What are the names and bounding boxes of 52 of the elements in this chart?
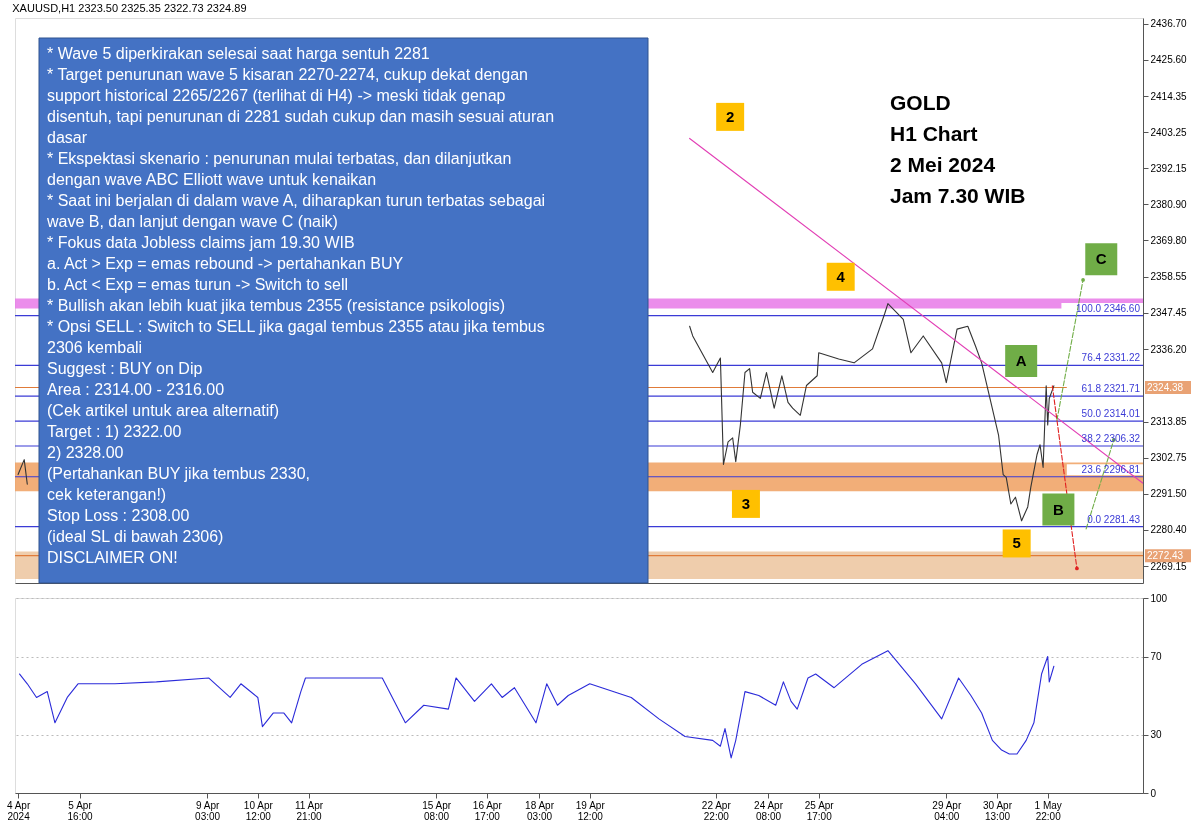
x-tick-label: 10 Apr 12:00 — [243, 799, 274, 822]
y-tick-label: 100 — [1150, 592, 1168, 604]
annotation: 2 — [725, 107, 735, 125]
y-tick-label: 2269.15 — [1150, 560, 1188, 572]
ref-line-label: 50.0 2314.01 — [1081, 408, 1141, 420]
x-tick-label: 29 Apr 04:00 — [932, 799, 962, 822]
y-tick-label: 2369.80 — [1150, 234, 1188, 246]
annotation: 3 — [741, 494, 751, 512]
y-tick-label: 0 — [1150, 787, 1157, 799]
y-tick-label: 2280.40 — [1150, 524, 1188, 536]
y-tick-label: 2291.50 — [1150, 488, 1188, 500]
y-tick-label: 2347.45 — [1150, 307, 1188, 319]
chart-title: XAUUSD,H1 2323.50 2325.35 2322.73 2324.89 — [12, 2, 247, 14]
x-tick-label: 19 Apr 12:00 — [575, 799, 606, 822]
x-tick-label: 5 Apr 16:00 — [67, 799, 93, 822]
ref-line-label: 100.0 2346.60 — [1076, 302, 1141, 314]
x-tick-label: 4 Apr 2024 — [6, 799, 31, 822]
ref-line-label: 38.2 2306.32 — [1081, 432, 1141, 444]
y-tick-label: 30 — [1150, 729, 1163, 740]
x-tick-label: 18 Apr 03:00 — [525, 799, 555, 822]
y-tick-label: 2392.15 — [1150, 162, 1188, 174]
y-tick-label: 2425.60 — [1150, 54, 1188, 66]
annotation: A — [1015, 351, 1027, 369]
y-tick-label: 2358.55 — [1150, 271, 1188, 283]
x-tick-label: 1 May 22:00 — [1034, 799, 1062, 822]
y-tick-label: 2336.20 — [1150, 343, 1188, 355]
x-tick-label: 24 Apr 08:00 — [754, 799, 784, 822]
annotation: B — [1052, 500, 1064, 518]
annotation: 4 — [836, 267, 846, 285]
y-tick-label: 70 — [1150, 651, 1163, 662]
annotation: C — [1095, 250, 1107, 268]
annotation: GOLD H1 Chart 2 Mei 2024 Jam 7.30 WIB — [890, 91, 1026, 207]
ref-line-label: 61.8 2321.71 — [1081, 383, 1141, 395]
y-tick-label: 2436.70 — [1150, 18, 1188, 30]
x-tick-label: 22 Apr 22:00 — [701, 799, 732, 822]
text: * Wave 5 diperkirakan selesai saat harga sentuh 2281 * Target penurunan wave 5 kisaran 2270-2274, cukup dekat dengan support historical 2265/2267 (terlihat di H4) -> meski tidak genap disentuh, tapi penurunan di 2281 sudah cukup dan masih sesuai aturan dasar * Ekspektasi skenario : penurunan mulai terbatas, dan dilanjutkan dengan wave ABC Elliott wave untuk kenaikan * Saat ini berjalan di dalam wave A, diharapkan turun terbatas sebagai wave B, dan lanjut dengan wave C (naik) * Fokus data Jobless claims jam 19.30 WIB a. Act > Exp = emas rebound -> pertahankan BUY b. Act < Exp = emas turun -> Switch to sell * Bullish akan lebih kuat jika tembus 2355 (resistance psikologis) * Opsi SELL : Switch to SELL jika gagal tembus 2355 atau jika tembus 2306 kembali Suggest : BUY on Dip Area : 2314.00 - 2316.00 (Cek artikel untuk area alternatif) Target : 1) 2322.00 2) 2328.00 (Pertahankan BUY jika tembus 2330, cek keterangan!) Stop Loss : 2308.00 (ideal SL di bawah 2306) DISCLAIMER ON! — [47, 45, 555, 566]
x-tick-label: 15 Apr 08:00 — [422, 799, 452, 822]
x-tick-label: 30 Apr 13:00 — [983, 799, 1013, 822]
x-tick-label: 16 Apr 17:00 — [472, 799, 503, 822]
y-tick-label: 2403.25 — [1150, 126, 1188, 138]
ref-line-label: 76.4 2331.22 — [1081, 352, 1141, 364]
y-tick-label: 2313.85 — [1150, 416, 1188, 428]
annotation: 5 — [1012, 534, 1021, 552]
y-tick-label: 2302.75 — [1150, 452, 1188, 464]
y-tick-label: 2414.35 — [1150, 90, 1188, 102]
y-tick-label: 2380.90 — [1150, 199, 1188, 210]
ref-line-label: 2324.38 — [1147, 381, 1184, 393]
x-tick-label: 11 Apr 21:00 — [294, 799, 324, 822]
line-series — [19, 650, 1055, 759]
x-tick-label: 25 Apr 17:00 — [804, 799, 835, 822]
x-tick-label: 9 Apr 03:00 — [195, 799, 221, 822]
ref-line-label: 2272.43 — [1147, 549, 1184, 561]
